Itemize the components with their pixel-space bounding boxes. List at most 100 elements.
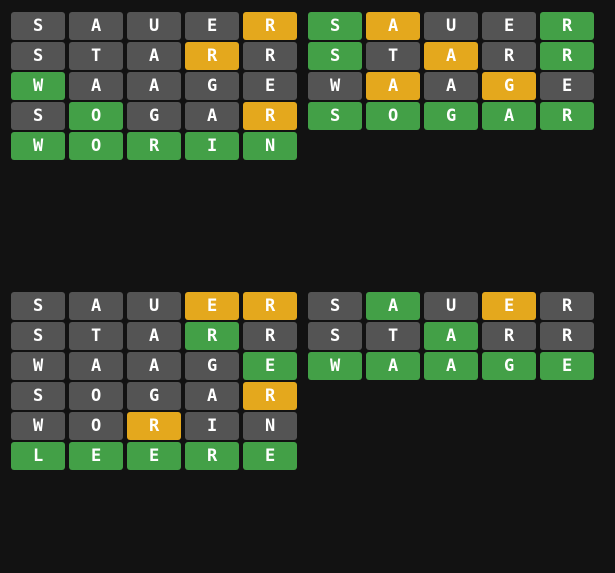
tile-correct <box>11 442 65 470</box>
tile-correct <box>69 132 123 160</box>
guess-word: STARR <box>33 326 324 346</box>
tile-correct <box>366 352 420 380</box>
guess-row: WAAGE <box>11 352 297 380</box>
tile-present <box>243 102 297 130</box>
tile-correct <box>540 42 594 70</box>
tile-absent <box>366 322 420 350</box>
tile-strip <box>11 102 297 130</box>
tile-absent <box>11 322 65 350</box>
tile-strip <box>11 442 297 470</box>
tile-absent <box>127 382 181 410</box>
guess-row: WAAGE <box>308 72 594 100</box>
tile-present <box>366 72 420 100</box>
guess-row: STARR <box>11 322 297 350</box>
guess-row: SAUER <box>308 12 594 40</box>
guess-row: STARR <box>308 42 594 70</box>
tile-absent <box>540 322 594 350</box>
tile-correct <box>366 102 420 130</box>
guess-row: WORIN <box>11 132 297 160</box>
guess-word: SAUER <box>33 296 324 316</box>
guess-row: WAAGE <box>11 72 297 100</box>
guess-word: WAAGE <box>330 356 615 376</box>
tile-present <box>185 292 239 320</box>
tile-absent <box>127 12 181 40</box>
guess-word: STARR <box>33 46 324 66</box>
tile-correct <box>243 442 297 470</box>
tile-absent <box>366 42 420 70</box>
tile-absent <box>69 72 123 100</box>
guess-word: SOGAR <box>330 106 615 126</box>
tile-absent <box>11 102 65 130</box>
tile-correct <box>540 102 594 130</box>
tile-absent <box>11 12 65 40</box>
tile-absent <box>69 322 123 350</box>
tile-strip <box>308 322 594 350</box>
tile-strip <box>11 382 297 410</box>
tile-absent <box>127 322 181 350</box>
tile-strip <box>11 72 297 100</box>
tile-correct <box>69 102 123 130</box>
tile-present <box>127 412 181 440</box>
guess-word: SOGAR <box>33 386 324 406</box>
tile-correct <box>185 442 239 470</box>
tile-present <box>482 292 536 320</box>
tile-absent <box>127 42 181 70</box>
tile-absent <box>69 352 123 380</box>
tile-absent <box>243 412 297 440</box>
tile-correct <box>127 132 181 160</box>
tile-absent <box>11 42 65 70</box>
guess-word: WAAGE <box>33 356 324 376</box>
tile-absent <box>482 322 536 350</box>
guess-row: SOGAR <box>11 382 297 410</box>
tile-correct <box>11 132 65 160</box>
tile-strip <box>11 412 297 440</box>
tile-present <box>243 12 297 40</box>
tile-correct <box>69 442 123 470</box>
tile-absent <box>424 72 478 100</box>
tile-correct <box>424 322 478 350</box>
tile-strip <box>11 42 297 70</box>
tile-absent <box>127 72 181 100</box>
tile-correct <box>11 72 65 100</box>
board-1: SAUER STARR WAAGE SOGAR WORIN <box>11 12 297 162</box>
tile-absent <box>185 72 239 100</box>
tile-strip <box>308 12 594 40</box>
guess-word: WORIN <box>33 416 324 436</box>
guess-row: WORIN <box>11 412 297 440</box>
tile-absent <box>243 322 297 350</box>
tile-absent <box>540 292 594 320</box>
guess-row: SOGAR <box>11 102 297 130</box>
tile-absent <box>482 42 536 70</box>
tile-strip <box>308 102 594 130</box>
guess-row: STARR <box>11 42 297 70</box>
tile-strip <box>308 42 594 70</box>
tile-present <box>243 382 297 410</box>
guess-word: SAUER <box>330 296 615 316</box>
tile-absent <box>11 412 65 440</box>
tile-absent <box>11 352 65 380</box>
guess-row: SAUER <box>308 292 594 320</box>
tile-strip <box>11 352 297 380</box>
tile-correct <box>308 42 362 70</box>
tile-correct <box>424 352 478 380</box>
tile-absent <box>185 412 239 440</box>
tile-absent <box>185 382 239 410</box>
guess-row: WAAGE <box>308 352 594 380</box>
tile-correct <box>308 12 362 40</box>
guess-word: WAAGE <box>330 76 615 96</box>
tile-correct <box>243 132 297 160</box>
guess-word: LEERE <box>33 446 324 466</box>
tile-absent <box>308 322 362 350</box>
tile-present <box>424 42 478 70</box>
tile-absent <box>69 12 123 40</box>
tile-absent <box>127 102 181 130</box>
guess-word: STARR <box>330 46 615 66</box>
tile-correct <box>127 442 181 470</box>
tile-correct <box>185 132 239 160</box>
guess-word: STARR <box>330 326 615 346</box>
tile-absent <box>308 72 362 100</box>
tile-correct <box>540 12 594 40</box>
guess-row: SAUER <box>11 292 297 320</box>
tile-correct <box>482 102 536 130</box>
tile-absent <box>69 382 123 410</box>
